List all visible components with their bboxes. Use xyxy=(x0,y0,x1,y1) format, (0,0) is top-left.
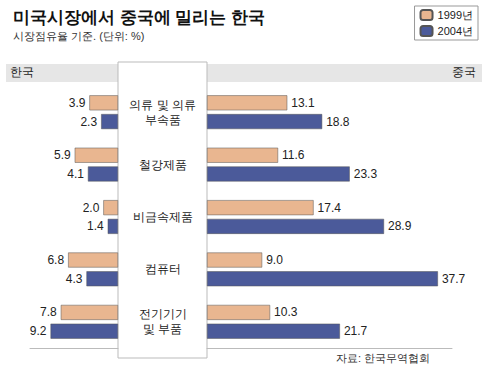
svg-text:미국시장에서 중국에 밀리는 한국: 미국시장에서 중국에 밀리는 한국 xyxy=(13,8,265,27)
svg-text:6.8: 6.8 xyxy=(47,253,64,267)
svg-text:철강제품: 철강제품 xyxy=(139,158,187,172)
svg-text:17.4: 17.4 xyxy=(318,201,342,215)
svg-text:비금속제품: 비금속제품 xyxy=(133,210,193,224)
svg-text:및 부품: 및 부품 xyxy=(143,322,182,336)
svg-text:13.1: 13.1 xyxy=(291,96,315,110)
svg-text:3.9: 3.9 xyxy=(69,96,86,110)
svg-text:21.7: 21.7 xyxy=(344,324,368,338)
svg-text:37.7: 37.7 xyxy=(442,272,466,286)
svg-text:한국: 한국 xyxy=(10,65,34,79)
svg-text:전기기기: 전기기기 xyxy=(139,307,187,321)
svg-text:중국: 중국 xyxy=(452,65,476,79)
svg-text:23.3: 23.3 xyxy=(354,167,378,181)
svg-text:28.9: 28.9 xyxy=(388,219,412,233)
svg-text:1.4: 1.4 xyxy=(87,219,104,233)
svg-text:4.1: 4.1 xyxy=(67,167,84,181)
svg-text:의류 및 의류: 의류 및 의류 xyxy=(129,98,196,112)
svg-text:부속품: 부속품 xyxy=(145,113,181,127)
svg-text:9.0: 9.0 xyxy=(266,253,283,267)
svg-text:7.8: 7.8 xyxy=(40,305,57,319)
svg-text:1999년: 1999년 xyxy=(438,9,473,21)
svg-text:10.3: 10.3 xyxy=(274,305,298,319)
svg-text:시장점유율 기준. (단위: %): 시장점유율 기준. (단위: %) xyxy=(13,30,144,42)
svg-text:자료: 한국무역협회: 자료: 한국무역협회 xyxy=(336,352,430,364)
svg-text:2.3: 2.3 xyxy=(80,115,97,129)
svg-text:18.8: 18.8 xyxy=(326,115,350,129)
svg-text:컴퓨터: 컴퓨터 xyxy=(145,262,181,276)
svg-text:4.3: 4.3 xyxy=(66,272,83,286)
svg-text:2004년: 2004년 xyxy=(438,25,473,37)
svg-text:2.0: 2.0 xyxy=(83,201,100,215)
svg-text:9.2: 9.2 xyxy=(30,324,47,338)
svg-text:5.9: 5.9 xyxy=(54,148,71,162)
svg-text:11.6: 11.6 xyxy=(282,148,305,162)
